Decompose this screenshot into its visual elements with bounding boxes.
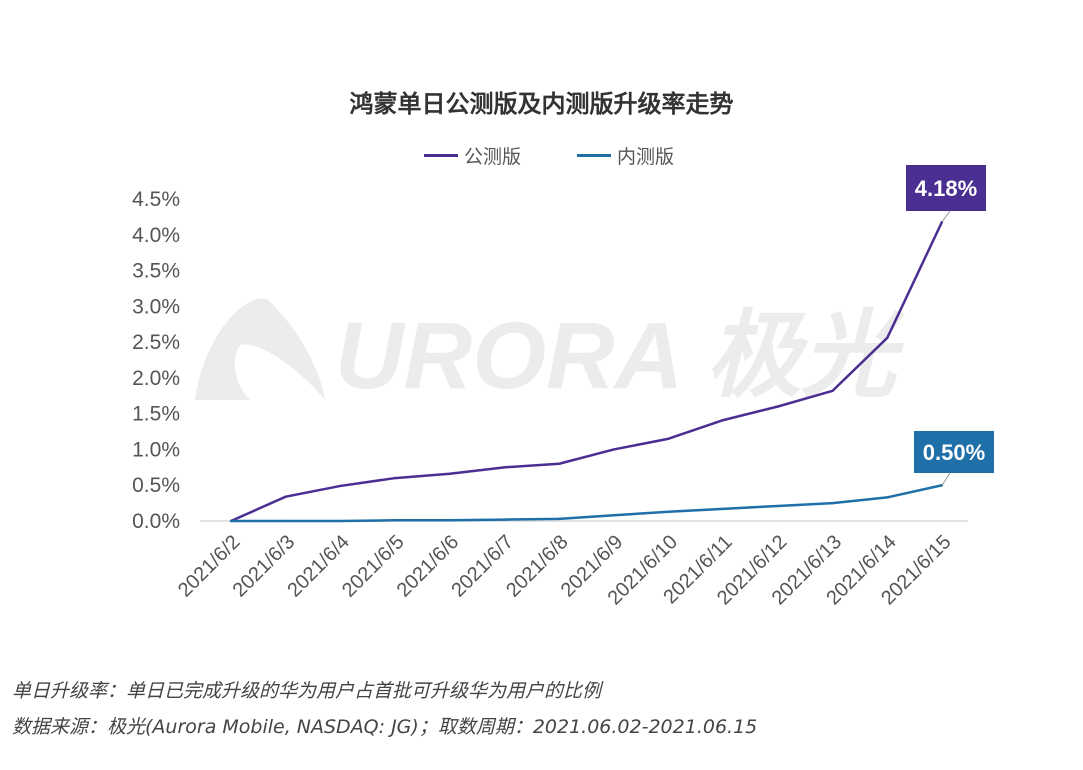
y-tick-label: 3.0% <box>132 295 180 318</box>
legend-swatch <box>577 154 612 157</box>
data-label-box <box>914 431 994 473</box>
series-line-0 <box>230 221 944 523</box>
legend-label: 内测版 <box>617 146 675 168</box>
data-point <box>557 462 561 465</box>
data-point <box>339 519 342 523</box>
data-point <box>503 518 506 521</box>
data-label-leader <box>941 472 951 486</box>
legend-swatch <box>424 154 458 157</box>
footnote-definition: 单日升级率：单日已完成升级的华为用户占首批可升级华为用户的比例 <box>12 680 602 702</box>
data-point <box>667 437 670 440</box>
y-tick-label: 0.5% <box>132 474 180 497</box>
data-label-leader <box>941 210 951 223</box>
y-tick-label: 4.5% <box>132 188 180 211</box>
legend-item-public: 公测版 <box>424 142 521 169</box>
data-label: 0.50% <box>923 440 985 465</box>
y-tick-label: 3.5% <box>132 260 180 283</box>
y-tick-label: 0.0% <box>132 510 180 533</box>
data-point <box>776 504 780 508</box>
data-point <box>503 466 506 469</box>
data-point <box>831 501 834 505</box>
y-tick-label: 4.0% <box>132 224 180 247</box>
y-tick-label: 1.0% <box>132 438 180 461</box>
legend-label: 公测版 <box>464 146 522 168</box>
legend-item-internal: 内测版 <box>577 142 674 169</box>
data-point <box>722 418 725 422</box>
legend: 公测版 内测版 <box>424 142 674 169</box>
series-line-1 <box>231 484 943 523</box>
data-point <box>557 517 561 521</box>
data-point <box>612 514 616 517</box>
data-point <box>284 519 287 523</box>
data-point <box>448 472 451 475</box>
chart-title: 鸿蒙单日公测版及内测版升级率走势 <box>349 90 734 118</box>
y-tick-label: 1.5% <box>132 403 180 426</box>
data-point <box>612 448 616 451</box>
data-point <box>229 519 233 523</box>
data-point <box>776 405 780 408</box>
data-point <box>393 476 397 480</box>
data-label-box <box>906 165 986 211</box>
data-point <box>831 389 834 392</box>
data-point <box>393 519 397 522</box>
y-tick-label: 2.5% <box>132 331 180 354</box>
data-point <box>284 495 287 498</box>
y-tick-label: 2.0% <box>132 367 180 390</box>
data-point <box>886 336 889 340</box>
data-point <box>339 484 342 488</box>
data-point <box>722 507 725 511</box>
data-point <box>886 496 889 499</box>
footnote-source: 数据来源：极光(Aurora Mobile, NASDAQ: JG)；取数周期：… <box>12 716 758 738</box>
data-point <box>667 510 670 513</box>
data-label: 4.18% <box>915 176 977 201</box>
watermark-logo: URORA 极光 <box>195 298 905 409</box>
data-point <box>448 519 451 522</box>
svg-text:URORA 极光: URORA 极光 <box>335 303 905 409</box>
